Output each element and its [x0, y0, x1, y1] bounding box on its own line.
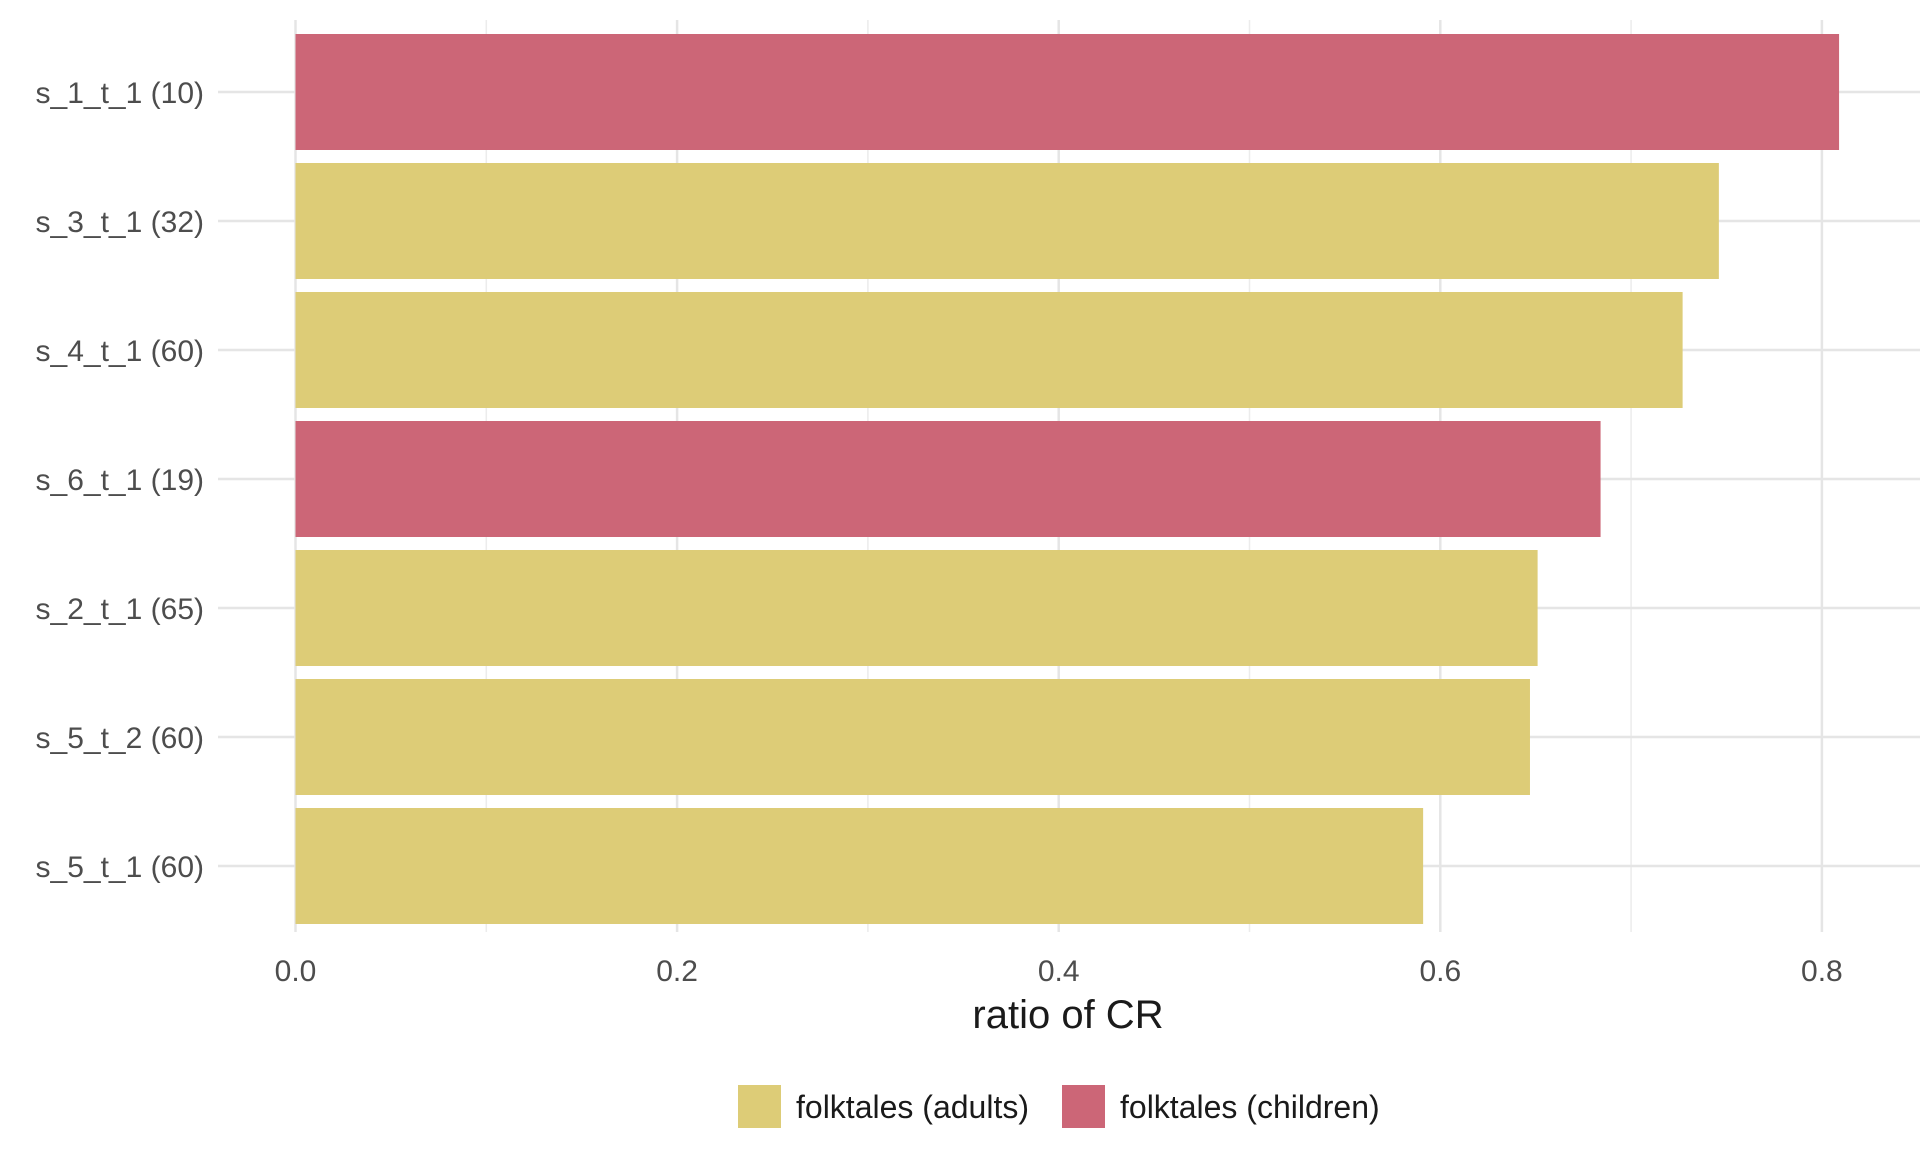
x-tick-label: 0.2: [656, 955, 698, 988]
y-axis-ticks: s_1_t_1 (10) s_3_t_1 (32) s_4_t_1 (60) s_6_…: [36, 77, 204, 884]
legend-label: folktales (adults): [796, 1089, 1029, 1125]
x-tick-label: 0.8: [1801, 955, 1843, 988]
bar: [295, 163, 1719, 279]
bars: [295, 34, 1840, 924]
bar: [295, 679, 1530, 795]
legend-key: [738, 1085, 781, 1128]
x-tick-label: 0.6: [1419, 955, 1461, 988]
y-tick-label: s_5_t_1 (60): [36, 851, 204, 884]
y-tick-label: s_4_t_1 (60): [36, 335, 204, 368]
y-tick-label: s_3_t_1 (32): [36, 206, 204, 239]
x-tick-label: 0.4: [1038, 955, 1080, 988]
legend-key: [1062, 1085, 1105, 1128]
y-tick-label: s_6_t_1 (19): [36, 464, 204, 497]
bar: [295, 292, 1683, 408]
y-tick-label: s_2_t_1 (65): [36, 593, 204, 626]
x-axis-title: ratio of CR: [972, 993, 1163, 1037]
legend: folktales (adults) folktales (children): [738, 1085, 1380, 1128]
x-axis-ticks: 0.0 0.2 0.4 0.6 0.8: [275, 955, 1843, 988]
y-tick-label: s_5_t_2 (60): [36, 722, 204, 755]
x-tick-label: 0.0: [275, 955, 317, 988]
bar: [295, 34, 1840, 150]
bar: [295, 421, 1601, 537]
y-tick-label: s_1_t_1 (10): [36, 77, 204, 110]
bar: [295, 550, 1538, 666]
bar: [295, 808, 1424, 924]
legend-label: folktales (children): [1120, 1089, 1380, 1125]
